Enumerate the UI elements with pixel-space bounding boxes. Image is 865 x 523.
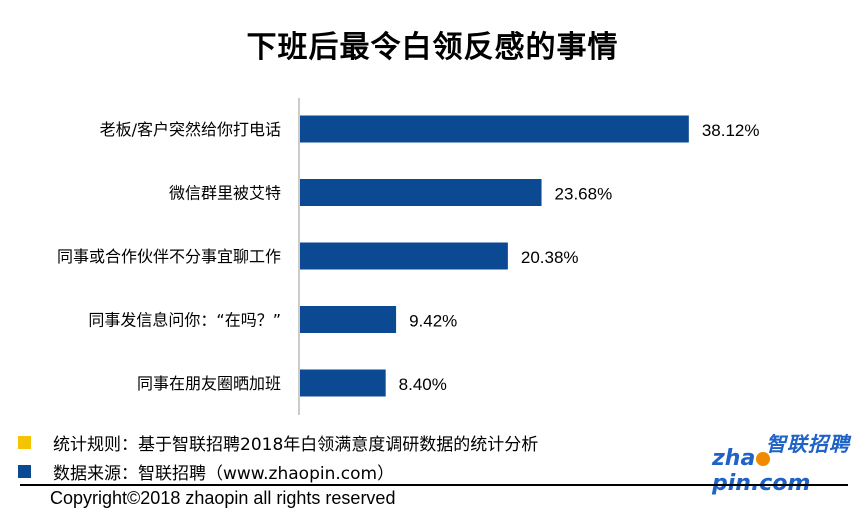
bar [300,242,508,270]
bar [300,369,386,397]
note-source-text: 数据来源：智联招聘（www.zhaopin.com） [53,464,395,484]
note-rule-text: 统计规则：基于智联招聘2018年白领满意度调研数据的统计分析 [53,435,539,455]
bar [300,179,542,206]
value-label: 38.12% [702,121,760,140]
bar [300,306,397,333]
category-label: 老板/客户突然给你打电话 [100,120,281,139]
copyright-text: Copyright©2018 zhaopin all rights reserv… [50,488,396,508]
value-label: 23.68% [555,185,613,204]
category-label: 微信群里被艾特 [169,184,281,203]
logo-cn-text: 智联招聘 [766,432,850,456]
category-label: 同事或合作伙伴不分事宜聊工作 [57,247,281,266]
value-label: 8.40% [399,375,447,394]
logo-en-part-a: zha [712,446,756,471]
logo-dot-icon [756,452,771,466]
note-source: 数据来源：智联招聘（www.zhaopin.com） [18,457,538,486]
logo-en-part-b: pin.com [712,471,811,496]
chart-title: 下班后最令白领反感的事情 [246,30,619,65]
zhaopin-logo: 智联招聘 zhapin.com [712,428,854,496]
category-label: 同事在朋友圈晒加班 [137,374,281,393]
value-label: 9.42% [409,312,457,331]
blue-square-icon [18,465,31,478]
logo-en-text: zhapin.com [712,446,854,496]
category-label: 同事发信息问你：“在吗？” [88,311,281,330]
footer-divider [20,484,848,486]
value-label: 20.38% [521,248,579,267]
notes: 统计规则：基于智联招聘2018年白领满意度调研数据的统计分析 数据来源：智联招聘… [18,428,538,486]
bar [300,115,689,143]
note-rule: 统计规则：基于智联招聘2018年白领满意度调研数据的统计分析 [18,428,538,457]
yellow-square-icon [18,436,31,449]
bar-chart: 老板/客户突然给你打电话 38.12% 微信群里被艾特 23.68% 同事或合作伙伴不分… [57,98,760,415]
